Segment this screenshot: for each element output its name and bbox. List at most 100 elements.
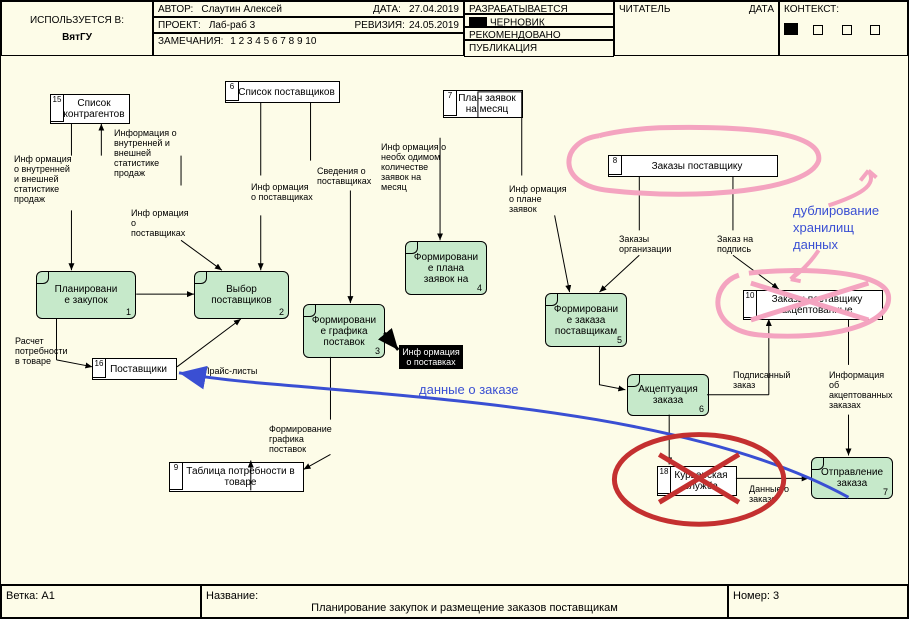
context-box-icon [870, 25, 880, 35]
datastore-6: 6Список поставщиков [225, 81, 340, 103]
act-label: Акцептуациязаказа [638, 384, 698, 406]
header-used-in: ИСПОЛЬЗУЕТСЯ В: ВятГУ [1, 1, 153, 56]
arrow-label: Заказыорганизации [619, 234, 671, 254]
footer-num: Номер: 3 [728, 585, 908, 618]
act-label: Отправлениезаказа [821, 467, 883, 489]
context-box-icon [813, 25, 823, 35]
ds-num: 8 [608, 155, 622, 175]
pub-label: ПУБЛИКАЦИЯ [464, 40, 614, 57]
info-box: Инф ормацияо поставках [399, 345, 463, 369]
project-value: Лаб-раб 3 [209, 20, 255, 30]
ds-num: 15 [50, 94, 64, 122]
arrow-label: Инф ормацияо планезаявок [509, 184, 567, 214]
activity-4: Формирование планазаявок на4 [405, 241, 487, 295]
act-num: 2 [279, 307, 284, 317]
name-value: Планирование закупок и размещение заказо… [206, 602, 723, 614]
datastore-10: 10 Заказы поставщикуакцептованные [743, 290, 883, 320]
arrow-label: Формированиеграфикапоставок [269, 424, 332, 454]
dev-label: РАЗРАБАТЫВАЕТСЯ [464, 1, 614, 14]
context-label: КОНТЕКСТ: [784, 4, 903, 15]
act-num: 4 [477, 283, 482, 293]
activity-3: Формирование графикапоставок3 [303, 304, 385, 358]
datastore-16: 16 Поставщики [92, 358, 177, 380]
arrow-label: Данные озаказе [749, 484, 789, 504]
act-label: Выборпоставщиков [211, 284, 272, 306]
footer-branch: Ветка: А1 [1, 585, 201, 618]
ds-num: 9 [169, 462, 183, 490]
arrow-label: Сведения опоставщиках [317, 166, 371, 186]
act-num: 6 [699, 404, 704, 414]
ds-num: 16 [92, 358, 106, 378]
arrow-label: Инф ормация онеобх одимомколичествезаяво… [381, 142, 446, 192]
branch-label: Ветка: [6, 590, 38, 602]
branch-value: А1 [41, 590, 54, 602]
notes-value: 1 2 3 4 5 6 7 8 9 10 [230, 36, 316, 47]
activity-5: Формирование заказапоставщикам5 [545, 293, 627, 347]
arrow-label: Прайс-листы [203, 366, 257, 376]
act-label: Формирование графикапоставок [312, 315, 376, 348]
act-num: 5 [617, 335, 622, 345]
activity-1: Планирование закупок 1 [36, 271, 136, 319]
author-value: Слаутин Алексей [201, 4, 282, 14]
arrow-label: Инф ормацияо внутреннейи внешнейстатисти… [14, 154, 72, 204]
footer: Ветка: А1 Название: Планирование закупок… [1, 584, 908, 618]
ds-label: Заказы поставщикуакцептованные [772, 294, 863, 316]
date-value: 27.04.2019 [409, 4, 459, 14]
arrow-label: Инф ормацияопоставщиках [131, 208, 189, 238]
ds-label: Списокконтрагентов [63, 98, 124, 120]
ds-num: 18 [657, 466, 671, 494]
used-in-label: ИСПОЛЬЗУЕТСЯ В: [30, 15, 124, 26]
act-num: 3 [375, 346, 380, 356]
project-label: ПРОЕКТ: [158, 20, 201, 30]
act-label: Планирование закупок [55, 284, 118, 306]
arrow-label: Информацияобакцептованныхзаказах [829, 370, 893, 410]
arrow-label: Инф ормацияо поставщиках [251, 182, 313, 202]
ds-label: Таблица потребности втоваре [186, 466, 294, 488]
annotation-dup: хранилищ [793, 220, 854, 235]
footer-name: Название: Планирование закупок и размеще… [201, 585, 728, 618]
context-box-icon [842, 25, 852, 35]
reader-label: ЧИТАТЕЛЬ [619, 4, 670, 15]
rec-label: РЕКОМЕНДОВАНО [464, 27, 614, 40]
activity-7: Отправлениезаказа7 [811, 457, 893, 499]
header-status: РАЗРАБАТЫВАЕТСЯ ЧЕРНОВИК РЕКОМЕНДОВАНО П… [464, 1, 614, 56]
name-label: Название: [206, 590, 723, 602]
diagram-canvas: 15Списокконтрагентов 6Список поставщиков… [1, 56, 908, 584]
notes-label: ЗАМЕЧАНИЯ: [158, 36, 223, 47]
act-label: Формирование заказапоставщикам [554, 304, 618, 337]
header: ИСПОЛЬЗУЕТСЯ В: ВятГУ АВТОР: Слаутин Але… [1, 1, 908, 56]
ds-label: Курьерскаяслужба [674, 470, 727, 492]
datastore-15: 15Списокконтрагентов [50, 94, 130, 124]
annotation-dup: данных [793, 237, 838, 252]
date2-label: ДАТА [749, 4, 774, 15]
num-value: 3 [773, 590, 779, 602]
rev-value: 24.05.2019 [409, 20, 459, 30]
ds-label: План заявокна месяц [458, 93, 516, 115]
act-label: Формирование планазаявок на [414, 252, 478, 285]
datastore-8: 8 Заказы поставщику [608, 155, 778, 177]
author-label: АВТОР: [158, 4, 193, 14]
datastore-9: 9Таблица потребности втоваре [169, 462, 304, 492]
date-label: ДАТА: [373, 4, 401, 14]
annotation-blue: данные о заказе [419, 382, 519, 397]
act-num: 7 [883, 487, 888, 497]
act-num: 1 [126, 307, 131, 317]
datastore-18: 18Курьерскаяслужба [657, 466, 737, 496]
arrow-label: Заказ наподпись [717, 234, 753, 254]
arrow-label: Подписанныйзаказ [733, 370, 790, 390]
datastore-7: 7План заявокна месяц [443, 90, 523, 118]
activity-6: Акцептуациязаказа6 [627, 374, 709, 416]
header-reader: ЧИТАТЕЛЬ ДАТА [614, 1, 779, 56]
used-in-value: ВятГУ [62, 32, 92, 43]
header-context: КОНТЕКСТ: [779, 1, 908, 56]
ds-label: Заказы поставщику [652, 161, 743, 172]
ds-num: 10 [743, 290, 757, 318]
ds-num: 6 [225, 81, 239, 101]
arrow-label: Информация овнутренней ивнешнейстатистик… [114, 128, 177, 178]
rev-label: РЕВИЗИЯ: [355, 20, 405, 30]
header-col2: АВТОР: Слаутин Алексей ДАТА: 27.04.2019 … [153, 1, 464, 56]
ds-label: Поставщики [110, 364, 167, 375]
context-marker-icon [784, 23, 798, 35]
annotation-dup: дублирование [793, 203, 879, 218]
activity-2: Выборпоставщиков 2 [194, 271, 289, 319]
